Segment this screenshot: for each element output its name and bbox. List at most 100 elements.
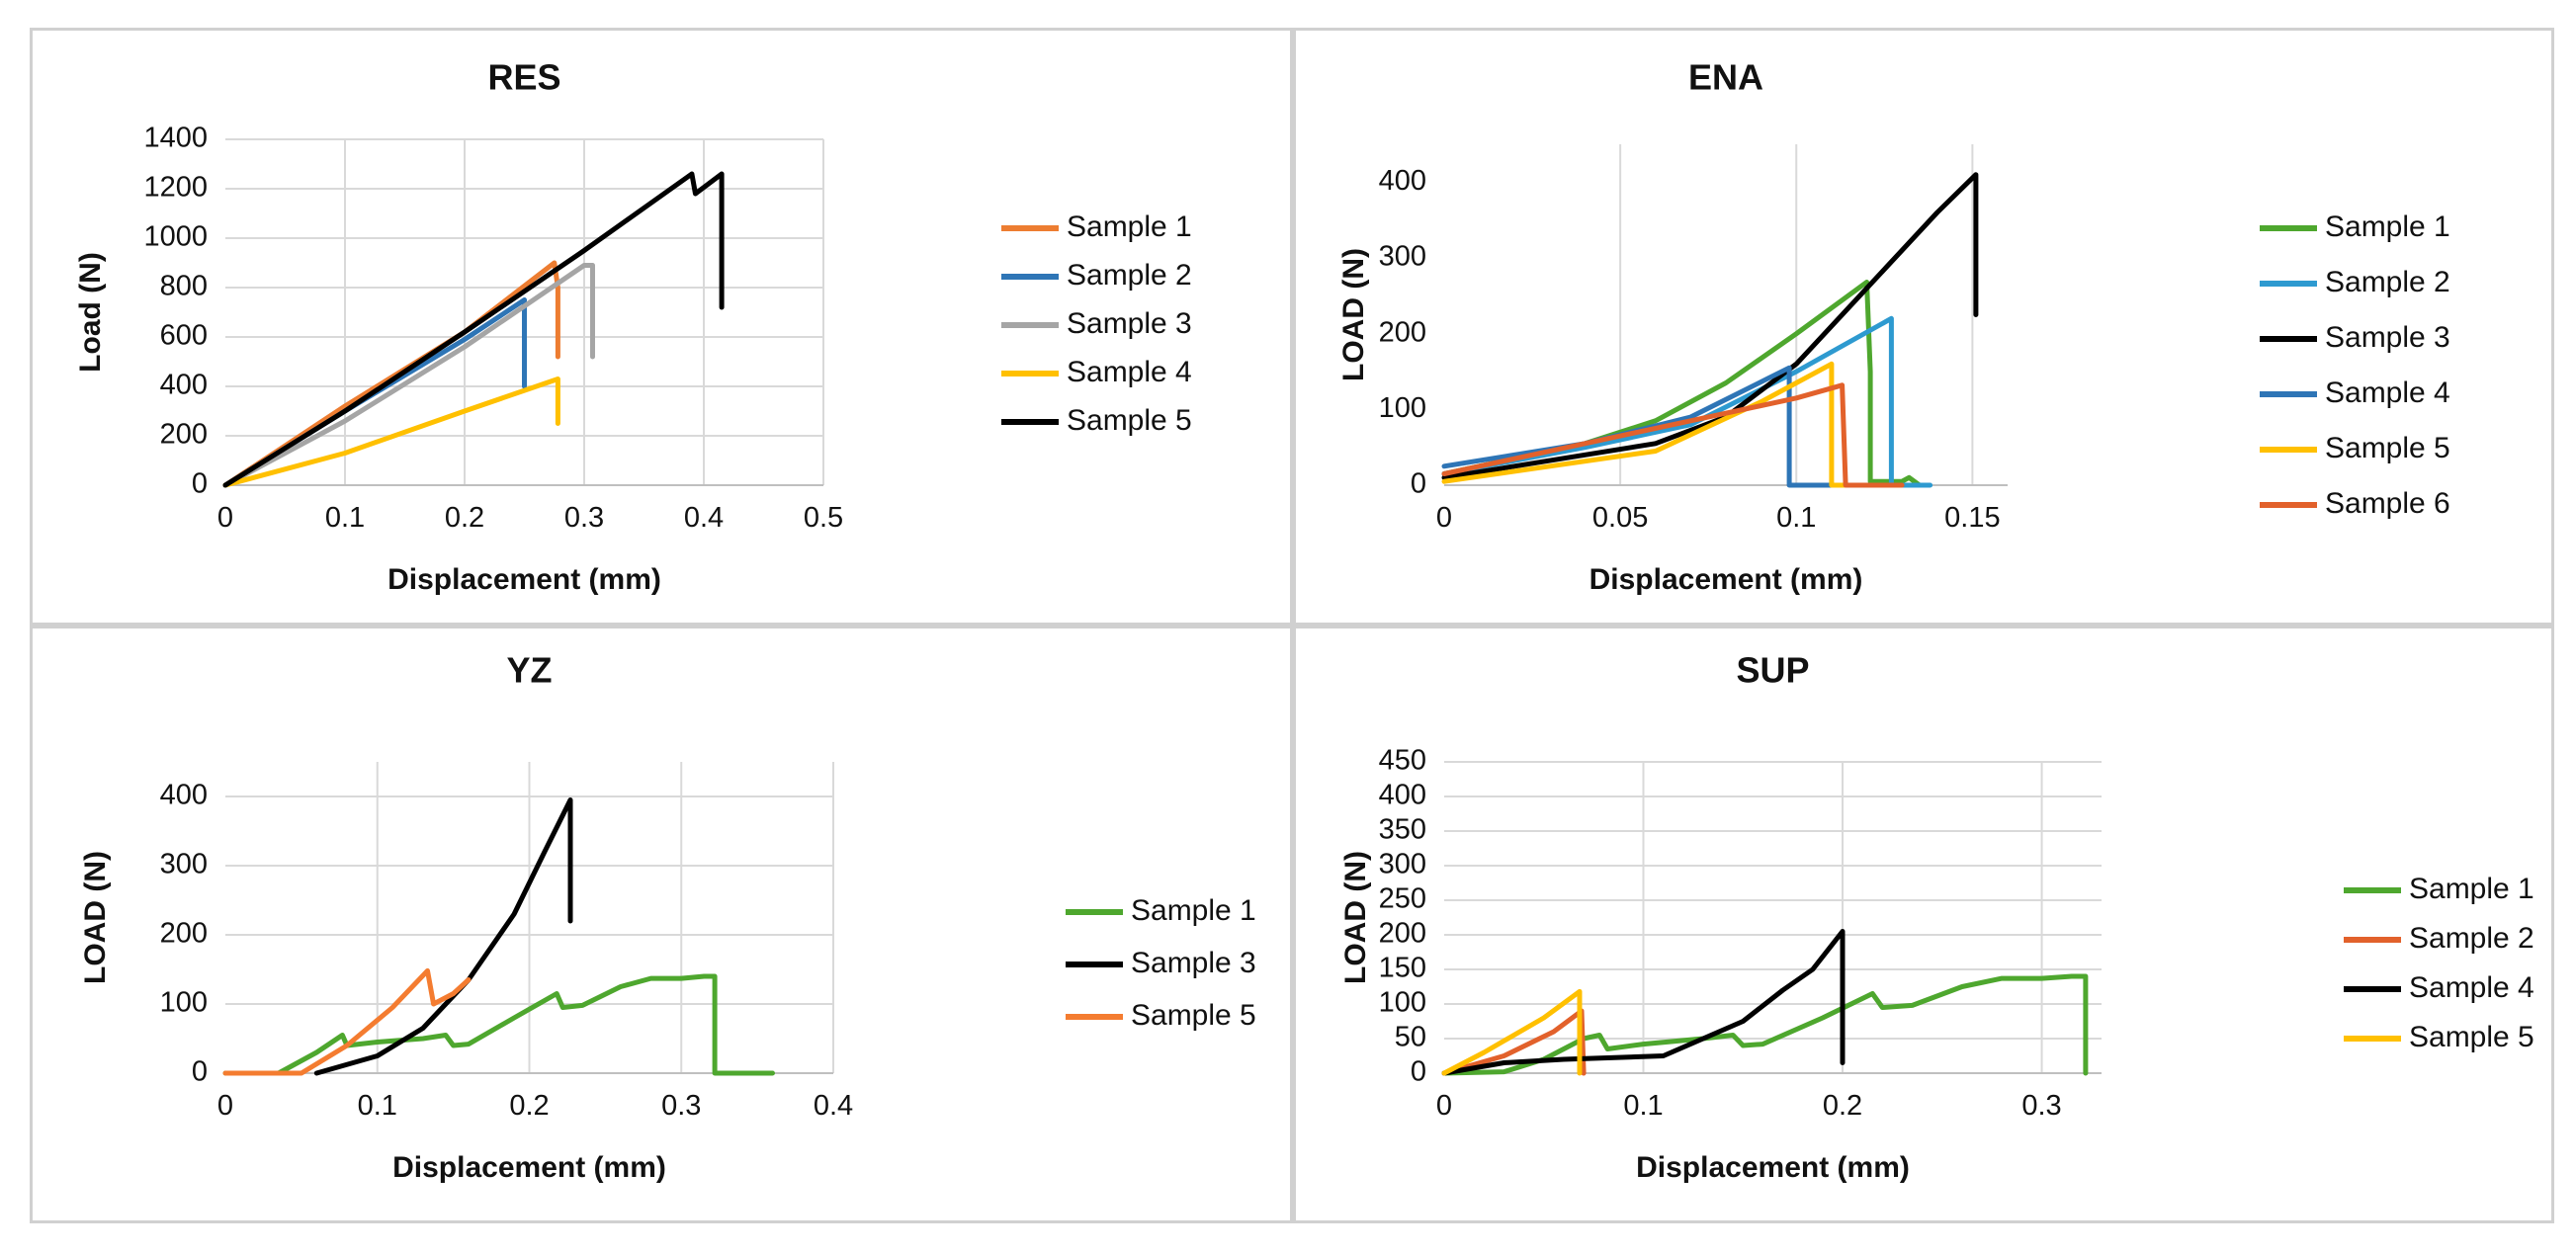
series-line-sample-5 [1441,988,1583,1076]
y-tick-label: 400 [160,780,208,811]
y-tick-label: 1000 [143,221,208,253]
series-line-sample-5 [222,967,472,1076]
chart-ena: ENA 0 100 200 300 400 0 0.05 0.1 0.15 Displacement… [1337,57,2450,596]
y-tick-label: 400 [1379,165,1426,197]
chart-yz: YZ 0 100 200 300 400 0 0.1 0.2 0.3 0.4 Displacement… [79,650,1256,1184]
legend-label: Sample 4 [2325,376,2450,409]
legend-label: Sample 5 [1131,999,1256,1032]
x-tick-label: 0.3 [564,502,604,534]
series-line-sample-1 [222,260,560,488]
y-tick-label: 300 [1379,241,1426,273]
legend-label: Sample 5 [1067,404,1192,437]
x-tick-label: 0.1 [1776,502,1816,534]
legend-label: Sample 1 [1067,210,1192,243]
x-tick-label: 0.4 [684,502,724,534]
y-axis-label: LOAD (N) [1337,248,1370,381]
x-tick-label: 0.05 [1592,502,1648,534]
y-tick-label: 350 [1379,814,1426,846]
y-tick-label: 0 [1411,1056,1426,1088]
series-line-sample-4 [1441,929,1846,1076]
legend-label: Sample 3 [1067,307,1192,340]
x-tick-label: 0.2 [445,502,484,534]
series-line-sample-1 [222,973,775,1076]
legend-label: Sample 5 [2409,1021,2534,1053]
x-tick-label: 0.3 [661,1090,701,1122]
y-tick-label: 0 [1411,468,1426,500]
y-tick-label: 400 [160,370,208,401]
chart-title: RES [487,57,560,98]
y-tick-label: 300 [160,849,208,880]
x-tick-label: 0.1 [358,1090,397,1122]
x-axis-label: Displacement (mm) [387,563,661,596]
x-axis-label: Displacement (mm) [1589,563,1863,596]
x-tick-label: 0 [1436,1090,1452,1122]
y-tick-label: 100 [1379,987,1426,1019]
series-line-sample-3 [313,797,573,1076]
series-line-sample-3 [222,263,595,488]
x-tick-label: 0 [217,502,233,534]
y-tick-label: 1200 [143,172,208,204]
legend-label: Sample 2 [2325,266,2450,298]
legend-label: Sample 3 [2325,321,2450,354]
legend-label: Sample 2 [2409,922,2534,955]
y-tick-label: 0 [192,1056,208,1088]
y-axis-label: LOAD (N) [79,851,112,984]
y-tick-label: 450 [1379,745,1426,777]
x-tick-label: 0.1 [325,502,365,534]
y-tick-label: 800 [160,271,208,302]
y-tick-label: 250 [1379,883,1426,915]
x-tick-label: 0 [1436,502,1452,534]
chart-panel-yz: YZ 0 100 200 300 400 0 0.1 0.2 0.3 0.4 Displacement… [30,626,1293,1223]
x-tick-label: 0 [217,1090,233,1122]
y-tick-label: 200 [1379,918,1426,950]
y-tick-label: 200 [1379,316,1426,348]
x-tick-label: 0.5 [804,502,843,534]
legend-label: Sample 1 [1131,894,1256,927]
series-line-sample-2 [1441,1008,1587,1076]
x-tick-label: 0.15 [1944,502,2000,534]
chart-panel-ena: ENA 0 100 200 300 400 0 0.05 0.1 0.15 Displacement… [1293,28,2554,626]
y-tick-label: 50 [1395,1022,1426,1053]
legend-label: Sample 6 [2325,487,2450,520]
legend-label: Sample 2 [1067,259,1192,292]
chart-title: ENA [1688,57,1763,98]
chart-title: YZ [506,650,552,691]
y-tick-label: 400 [1379,780,1426,811]
legend-label: Sample 1 [2325,210,2450,243]
y-tick-label: 300 [1379,849,1426,880]
series-line-sample-5 [1441,361,1880,488]
y-tick-label: 200 [160,918,208,950]
series-line-sample-4 [222,376,560,488]
legend-label: Sample 3 [1131,947,1256,979]
x-tick-label: 0.1 [1623,1090,1663,1122]
chart-res: RES 0 200 400 600 800 1000 1200 1400 0 0.1 0.2 0.3 0.… [74,57,1192,596]
x-tick-label: 0.3 [2021,1090,2061,1122]
y-tick-label: 100 [1379,392,1426,424]
x-axis-label: Displacement (mm) [392,1151,666,1184]
chart-panel-sup: SUP 0 50 100 150 200 250 300 350 400 450 0 0.1 0.2 0.3… [1293,626,2554,1223]
chart-title: SUP [1736,650,1809,691]
y-tick-label: 100 [160,987,208,1019]
x-tick-label: 0.4 [814,1090,853,1122]
series-line-sample-1 [1441,973,2089,1076]
legend-label: Sample 4 [1067,356,1192,388]
x-tick-label: 0.2 [1823,1090,1862,1122]
y-tick-label: 200 [160,419,208,451]
x-axis-label: Displacement (mm) [1636,1151,1910,1184]
y-tick-label: 0 [192,468,208,500]
y-tick-label: 600 [160,320,208,352]
legend-label: Sample 4 [2409,971,2534,1004]
x-tick-label: 0.2 [509,1090,549,1122]
y-tick-label: 1400 [143,123,208,154]
y-tick-label: 150 [1379,953,1426,984]
legend-label: Sample 1 [2409,873,2534,905]
y-axis-label: Load (N) [74,252,107,373]
legend-label: Sample 5 [2325,432,2450,464]
y-axis-label: LOAD (N) [1339,851,1372,984]
series-line-sample-6 [1441,382,1905,488]
series-line-sample-3 [1441,172,1979,480]
series-line-sample-5 [222,171,725,488]
series-line-sample-1 [1441,280,1923,488]
chart-panel-res: RES 0 200 400 600 800 1000 1200 1400 0 0.1 0.2 0.3 0.… [30,28,1293,626]
